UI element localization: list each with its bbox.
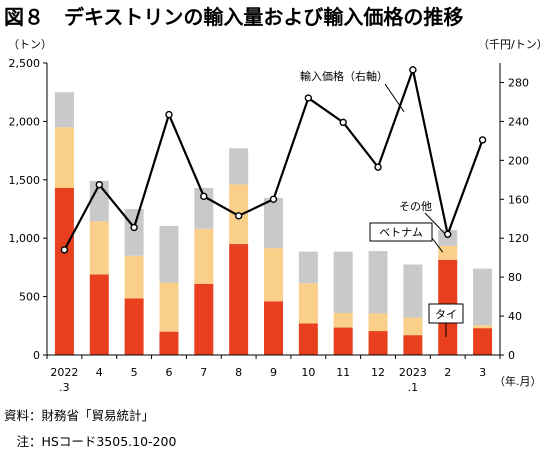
x-tick-label-12: 3	[479, 366, 486, 379]
tai-series-label: タイ	[435, 308, 457, 321]
bar-vietnam-2	[124, 255, 144, 299]
left-tick-label-4: 2,000	[9, 115, 41, 128]
bar-other-10	[403, 264, 423, 318]
vietnam-label-box	[369, 222, 433, 242]
right-tick-label-6: 240	[508, 115, 529, 128]
x-tick-label-10: 2023	[399, 366, 427, 379]
vietnam-series-label: ベトナム	[379, 226, 423, 239]
right-tick-label-5: 200	[508, 154, 529, 167]
bar-vietnam-1	[89, 221, 109, 275]
tick-labels-layer: 05001,0001,5002,0002,5000408012016020024…	[9, 57, 530, 394]
x-tick-label-0: 2022	[50, 366, 78, 379]
left-tick-label-5: 2,500	[9, 57, 41, 70]
x-tick-label-6: 9	[270, 366, 277, 379]
hs-code-note: 注：HSコード3505.10-200	[4, 434, 176, 449]
right-tick-label-1: 40	[508, 310, 522, 323]
bar-tai-4	[194, 283, 214, 355]
price-point-9	[374, 163, 382, 171]
bar-other-7	[298, 251, 318, 284]
right-tick-label-3: 120	[508, 232, 529, 245]
x-tick-label-2: 5	[131, 366, 138, 379]
x-tick-label-5: 8	[235, 366, 242, 379]
x-tick-label-3: 6	[165, 366, 172, 379]
x-tick-label-9: 12	[371, 366, 385, 379]
bar-vietnam-8	[333, 312, 353, 328]
bar-tai-7	[298, 323, 318, 355]
price-point-5	[234, 212, 243, 220]
price-line-label: 輸入価格（右軸）	[300, 69, 388, 83]
price-point-1	[95, 180, 103, 189]
x-tick-label-4: 7	[200, 366, 207, 379]
right-tick-label-0: 0	[508, 349, 515, 362]
bar-tai-6	[264, 301, 283, 355]
x-tick-label-11: 2	[444, 366, 451, 379]
bar-other-0	[54, 92, 74, 128]
bar-tai-1	[89, 274, 109, 355]
x-tick-label-8: 11	[336, 366, 350, 379]
left-tick-label-0: 0	[33, 349, 40, 362]
bar-vietnam-10	[403, 317, 423, 336]
bar-tai-8	[333, 327, 353, 355]
left-axis-unit: （トン）	[8, 38, 52, 51]
price-point-10	[409, 66, 417, 74]
bar-other-6	[264, 197, 283, 249]
price-line-layer	[60, 65, 487, 254]
bar-tai-9	[368, 331, 388, 355]
bar-other-9	[368, 251, 388, 314]
price-point-11	[444, 230, 452, 239]
axes-layer	[43, 62, 504, 359]
bar-tai-5	[229, 244, 249, 355]
bar-vietnam-12	[473, 325, 493, 329]
source-note: 資料：財務省「貿易統計」	[4, 408, 154, 423]
x-tick-label-10-line2: .1	[408, 381, 419, 394]
right-tick-label-7: 280	[508, 76, 529, 89]
bar-tai-0	[54, 187, 74, 355]
bar-tai-10	[403, 335, 423, 355]
bar-vietnam-0	[54, 127, 74, 188]
left-tick-label-2: 1,000	[9, 232, 41, 245]
x-axis-unit: （年.月）	[494, 374, 542, 388]
bar-vietnam-3	[159, 282, 179, 332]
bar-other-8	[333, 251, 353, 313]
bar-tai-2	[124, 298, 144, 355]
x-tick-label-1: 4	[96, 366, 103, 379]
other-series-leader	[424, 212, 446, 234]
price-point-12	[478, 136, 487, 144]
price-point-7	[304, 94, 313, 102]
bar-tai-12	[473, 328, 493, 355]
bar-other-3	[159, 225, 179, 283]
vietnam-series-leader	[431, 237, 444, 253]
chart-title: 図８ デキストリンの輸入量および輸入価格の推移	[4, 5, 463, 29]
price-point-0	[60, 246, 69, 254]
bar-vietnam-7	[298, 283, 318, 324]
x-tick-label-0-line2: .3	[59, 381, 70, 394]
price-line-label-leader	[384, 83, 405, 112]
x-tick-label-7: 10	[301, 366, 315, 379]
right-tick-label-4: 160	[508, 193, 529, 206]
bar-other-5	[229, 148, 249, 185]
bar-vietnam-4	[194, 228, 214, 284]
price-point-3	[165, 110, 173, 119]
right-axis-unit: （千円/トン）	[478, 38, 548, 51]
price-point-2	[130, 223, 138, 232]
right-tick-label-2: 80	[508, 271, 522, 284]
price-point-8	[339, 118, 347, 127]
left-tick-label-3: 1,500	[9, 174, 41, 187]
left-tick-label-1: 500	[19, 291, 40, 304]
price-point-6	[269, 195, 278, 203]
price-point-4	[200, 192, 208, 201]
other-series-label: その他	[399, 200, 432, 213]
bar-vietnam-6	[264, 248, 283, 302]
bar-vietnam-11	[438, 245, 458, 260]
bar-other-12	[473, 268, 493, 326]
bar-vietnam-9	[368, 313, 388, 332]
bar-tai-3	[159, 331, 179, 355]
bar-other-2	[124, 209, 144, 256]
